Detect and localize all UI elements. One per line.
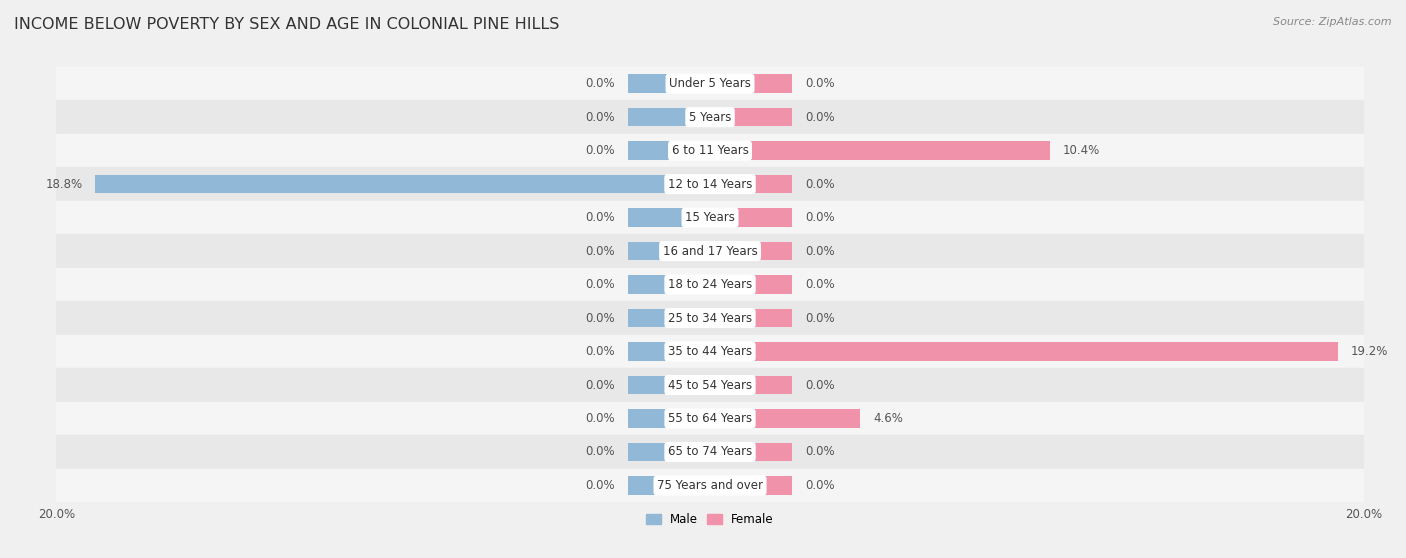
Text: 10.4%: 10.4%: [1063, 144, 1101, 157]
Text: INCOME BELOW POVERTY BY SEX AND AGE IN COLONIAL PINE HILLS: INCOME BELOW POVERTY BY SEX AND AGE IN C…: [14, 17, 560, 32]
Bar: [628, 74, 710, 93]
Bar: [710, 208, 792, 227]
Text: 0.0%: 0.0%: [586, 412, 616, 425]
Text: 0.0%: 0.0%: [804, 378, 834, 392]
Bar: [56, 167, 1364, 201]
Bar: [710, 108, 792, 126]
Legend: Male, Female: Male, Female: [641, 509, 779, 531]
Bar: [628, 208, 710, 227]
Bar: [96, 175, 710, 193]
Bar: [628, 376, 710, 394]
Bar: [628, 477, 710, 495]
Bar: [628, 443, 710, 461]
Bar: [628, 242, 710, 260]
Bar: [710, 242, 792, 260]
Text: 25 to 34 Years: 25 to 34 Years: [668, 311, 752, 325]
Bar: [56, 234, 1364, 268]
Bar: [56, 435, 1364, 469]
Text: 15 Years: 15 Years: [685, 211, 735, 224]
Bar: [628, 309, 710, 327]
Bar: [56, 335, 1364, 368]
Text: 0.0%: 0.0%: [804, 244, 834, 258]
Bar: [56, 268, 1364, 301]
Text: 0.0%: 0.0%: [804, 479, 834, 492]
Text: 4.6%: 4.6%: [873, 412, 903, 425]
Bar: [710, 410, 860, 427]
Bar: [710, 443, 792, 461]
Text: 12 to 14 Years: 12 to 14 Years: [668, 177, 752, 191]
Text: 0.0%: 0.0%: [804, 177, 834, 191]
Bar: [56, 368, 1364, 402]
Text: 0.0%: 0.0%: [586, 144, 616, 157]
Bar: [56, 100, 1364, 134]
Bar: [56, 201, 1364, 234]
Bar: [56, 67, 1364, 100]
Bar: [56, 134, 1364, 167]
Text: 0.0%: 0.0%: [586, 479, 616, 492]
Text: 16 and 17 Years: 16 and 17 Years: [662, 244, 758, 258]
Text: 0.0%: 0.0%: [586, 311, 616, 325]
Text: 18.8%: 18.8%: [45, 177, 83, 191]
Text: 45 to 54 Years: 45 to 54 Years: [668, 378, 752, 392]
Bar: [710, 376, 792, 394]
Bar: [710, 141, 1050, 160]
Text: 19.2%: 19.2%: [1351, 345, 1388, 358]
Text: 0.0%: 0.0%: [586, 378, 616, 392]
Text: 18 to 24 Years: 18 to 24 Years: [668, 278, 752, 291]
Text: 0.0%: 0.0%: [804, 445, 834, 459]
Text: 0.0%: 0.0%: [586, 244, 616, 258]
Text: Under 5 Years: Under 5 Years: [669, 77, 751, 90]
Text: 0.0%: 0.0%: [804, 211, 834, 224]
Bar: [628, 276, 710, 294]
Text: 0.0%: 0.0%: [586, 77, 616, 90]
Bar: [710, 309, 792, 327]
Bar: [56, 469, 1364, 502]
Text: 75 Years and over: 75 Years and over: [657, 479, 763, 492]
Text: 55 to 64 Years: 55 to 64 Years: [668, 412, 752, 425]
Bar: [628, 141, 710, 160]
Bar: [628, 410, 710, 427]
Text: 35 to 44 Years: 35 to 44 Years: [668, 345, 752, 358]
Text: 0.0%: 0.0%: [586, 211, 616, 224]
Text: 0.0%: 0.0%: [804, 278, 834, 291]
Text: 65 to 74 Years: 65 to 74 Years: [668, 445, 752, 459]
Bar: [710, 175, 792, 193]
Text: Source: ZipAtlas.com: Source: ZipAtlas.com: [1274, 17, 1392, 27]
Bar: [710, 74, 792, 93]
Text: 0.0%: 0.0%: [586, 345, 616, 358]
Text: 0.0%: 0.0%: [586, 278, 616, 291]
Bar: [628, 108, 710, 126]
Bar: [710, 342, 1337, 360]
Text: 5 Years: 5 Years: [689, 110, 731, 124]
Bar: [710, 276, 792, 294]
Bar: [56, 402, 1364, 435]
Bar: [628, 342, 710, 360]
Text: 6 to 11 Years: 6 to 11 Years: [672, 144, 748, 157]
Bar: [710, 477, 792, 495]
Text: 0.0%: 0.0%: [804, 110, 834, 124]
Text: 0.0%: 0.0%: [586, 110, 616, 124]
Text: 0.0%: 0.0%: [804, 77, 834, 90]
Text: 0.0%: 0.0%: [804, 311, 834, 325]
Text: 0.0%: 0.0%: [586, 445, 616, 459]
Bar: [56, 301, 1364, 335]
